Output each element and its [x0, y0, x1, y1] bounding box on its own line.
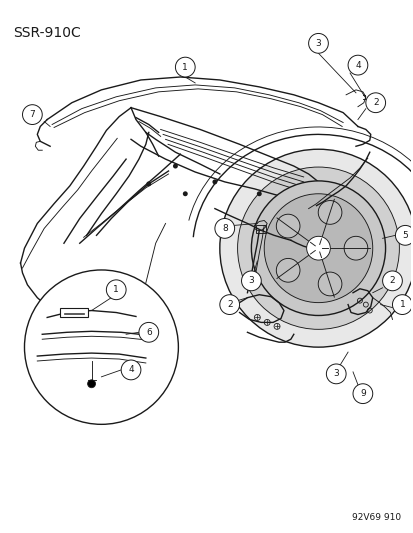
Circle shape — [237, 167, 399, 329]
Text: 9: 9 — [359, 389, 365, 398]
Circle shape — [394, 225, 413, 245]
Circle shape — [318, 272, 341, 296]
Circle shape — [88, 380, 95, 387]
Text: 4: 4 — [128, 366, 133, 374]
Circle shape — [318, 200, 341, 224]
Text: SSR-910C: SSR-910C — [13, 26, 80, 39]
Circle shape — [214, 219, 234, 238]
Text: 4: 4 — [354, 61, 360, 70]
Circle shape — [275, 259, 299, 282]
Circle shape — [146, 181, 151, 187]
Circle shape — [256, 191, 261, 196]
Text: 2: 2 — [226, 300, 232, 309]
Circle shape — [121, 360, 140, 380]
Circle shape — [24, 270, 178, 424]
Circle shape — [365, 93, 385, 112]
Circle shape — [219, 149, 413, 347]
Circle shape — [241, 271, 261, 290]
FancyBboxPatch shape — [60, 308, 88, 318]
Circle shape — [325, 364, 345, 384]
Text: 5: 5 — [401, 231, 407, 240]
Text: 2: 2 — [372, 98, 377, 107]
Circle shape — [139, 322, 158, 342]
Circle shape — [306, 236, 330, 260]
Circle shape — [347, 55, 367, 75]
Text: 8: 8 — [221, 224, 227, 233]
Circle shape — [392, 295, 411, 314]
Circle shape — [382, 271, 401, 290]
Text: 92V69 910: 92V69 910 — [351, 513, 400, 522]
Circle shape — [183, 191, 188, 196]
Text: 7: 7 — [29, 110, 35, 119]
Text: 6: 6 — [145, 328, 151, 337]
Circle shape — [251, 181, 385, 316]
Circle shape — [173, 164, 178, 168]
Text: 1: 1 — [399, 300, 404, 309]
Text: 2: 2 — [389, 276, 394, 285]
Circle shape — [343, 236, 367, 260]
Circle shape — [22, 104, 42, 125]
Circle shape — [212, 180, 217, 184]
Circle shape — [275, 214, 299, 238]
Circle shape — [308, 34, 328, 53]
Circle shape — [219, 295, 239, 314]
Text: 3: 3 — [248, 276, 254, 285]
Text: 3: 3 — [315, 39, 320, 48]
Text: 3: 3 — [332, 369, 338, 378]
Circle shape — [352, 384, 372, 403]
Circle shape — [175, 57, 195, 77]
Circle shape — [263, 194, 372, 303]
Text: 1: 1 — [113, 285, 119, 294]
Text: 1: 1 — [182, 62, 188, 71]
Circle shape — [106, 280, 126, 300]
